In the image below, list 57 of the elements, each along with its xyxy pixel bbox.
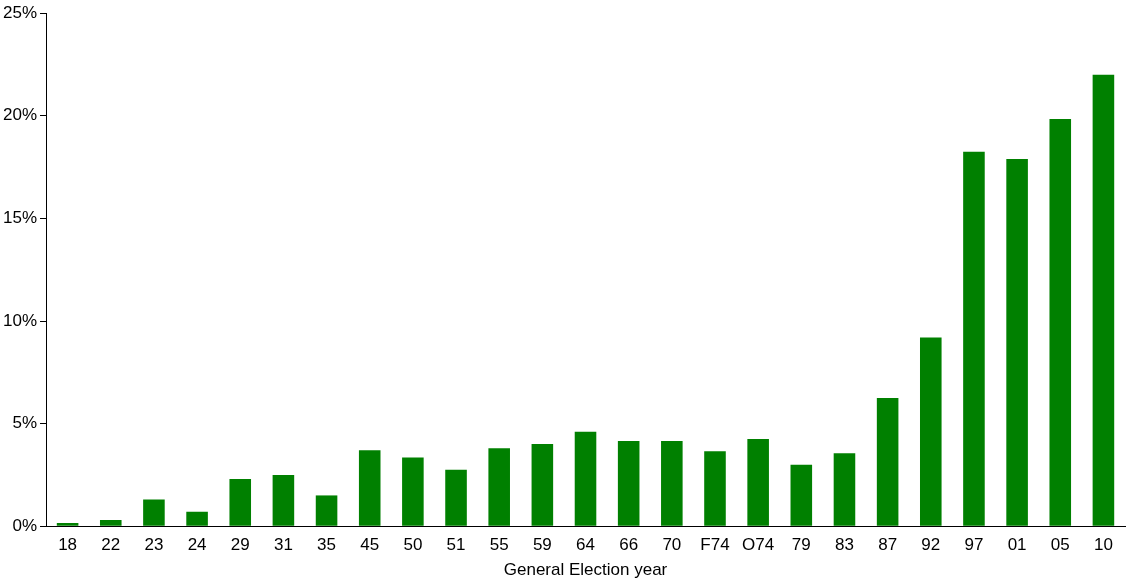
x-tick-label: O74 [742, 535, 775, 555]
x-axis-title: General Election year [503, 560, 668, 580]
bar [1006, 158, 1028, 526]
bar [833, 453, 856, 526]
y-tick-label: 10% [2, 310, 38, 330]
x-tick-label: 29 [230, 535, 250, 555]
bar [445, 469, 467, 526]
bar [272, 474, 295, 526]
x-tick-label: 05 [1050, 535, 1070, 555]
x-tick-label: 79 [791, 535, 811, 555]
x-tick-label: 24 [187, 535, 207, 555]
x-tick-label: 18 [58, 535, 78, 555]
x-tick-label: 31 [273, 535, 293, 555]
x-tick-label: 64 [576, 535, 595, 555]
x-tick-label: 97 [964, 535, 984, 555]
y-tick-label: 20% [2, 105, 38, 125]
x-tick-label: 50 [403, 535, 423, 555]
x-tick-label: 66 [619, 535, 639, 555]
bar [229, 479, 252, 526]
bar [99, 520, 122, 526]
bar [876, 397, 899, 526]
x-tick-label: 83 [835, 535, 854, 555]
x-tick-label: 87 [878, 535, 898, 555]
bar [56, 523, 79, 526]
x-tick-label: 35 [317, 535, 337, 555]
bar [1092, 74, 1115, 526]
bar [531, 444, 554, 526]
x-tick-label: 92 [921, 535, 941, 555]
x-tick-label: 51 [446, 535, 466, 555]
x-tick-label: 45 [360, 535, 380, 555]
x-tick-label: 10 [1093, 535, 1113, 555]
y-tick-label: 5% [12, 413, 38, 433]
bar [920, 337, 942, 526]
y-tick-label: 15% [2, 208, 38, 228]
bar [1049, 118, 1072, 526]
bar [186, 511, 208, 526]
y-tick-label: 0% [12, 515, 38, 535]
bar [402, 457, 424, 526]
bar [790, 464, 813, 526]
bar [488, 448, 510, 526]
x-tick-label: 22 [101, 535, 121, 555]
y-tick-label: 25% [2, 2, 38, 22]
bar [315, 495, 338, 526]
x-tick-label: 59 [532, 535, 552, 555]
bar [661, 441, 683, 526]
x-tick-label: 01 [1007, 535, 1027, 555]
bar [963, 151, 985, 526]
x-tick-label: 70 [662, 535, 682, 555]
bar [574, 431, 597, 526]
bar [617, 441, 640, 526]
x-tick-label: 55 [489, 535, 509, 555]
bar [358, 450, 381, 526]
bar [143, 499, 165, 526]
bar [704, 451, 726, 526]
x-tick-label: 23 [144, 535, 164, 555]
bar [747, 438, 769, 526]
x-tick-label: F74 [700, 535, 730, 555]
